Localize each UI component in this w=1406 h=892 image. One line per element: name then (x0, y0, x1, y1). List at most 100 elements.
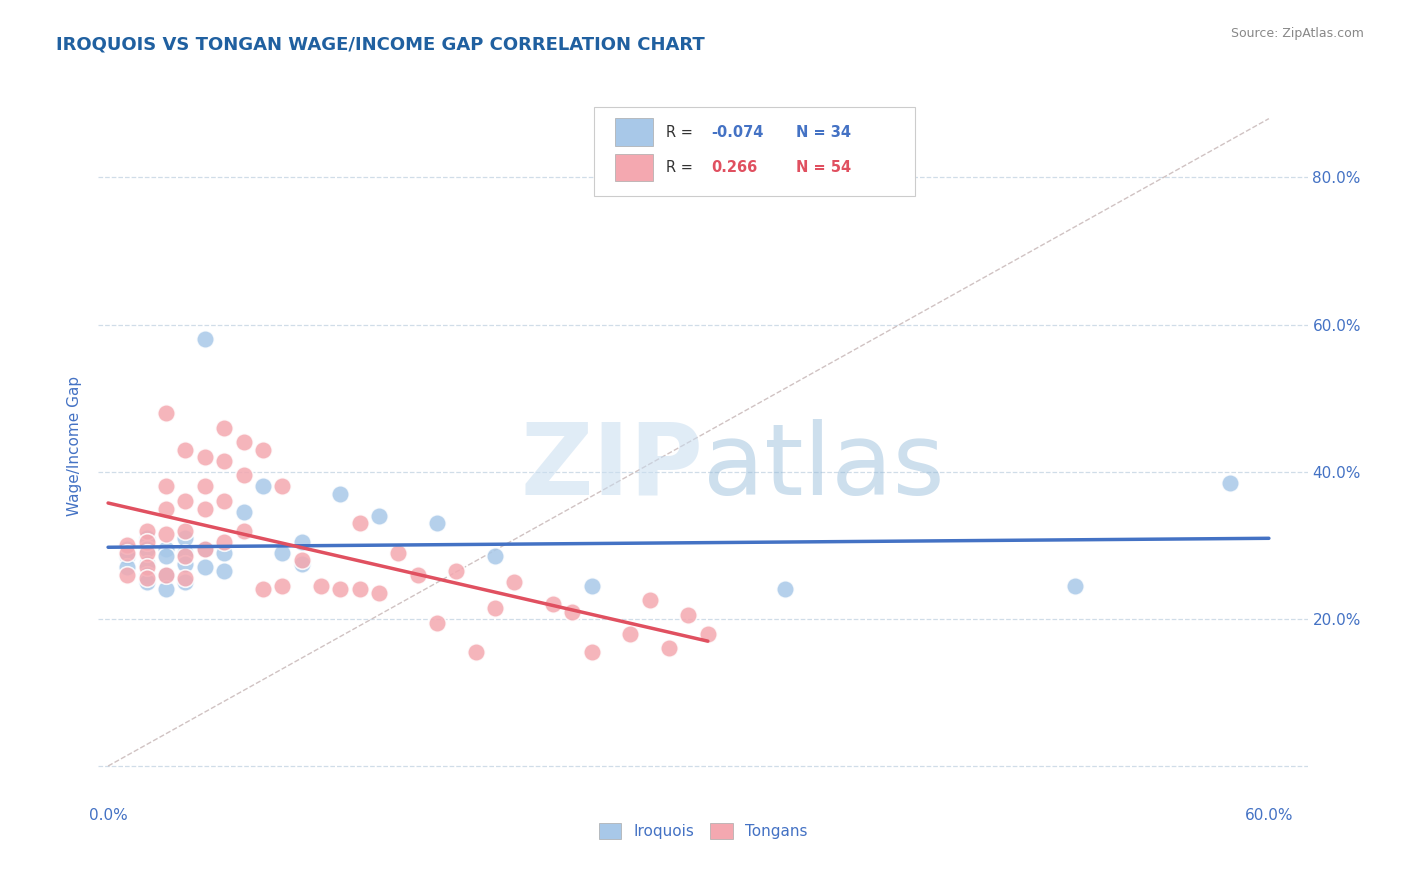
Point (174, 531, 197, 545)
Point (194, 332, 217, 346)
Point (155, 567, 177, 582)
Point (174, 546, 197, 560)
Point (135, 575, 157, 590)
Point (1064, 579, 1087, 593)
Point (155, 527, 177, 541)
Point (174, 571, 197, 585)
Point (426, 615, 449, 630)
Text: -0.074: -0.074 (711, 125, 763, 139)
Point (232, 435, 254, 450)
Point (212, 564, 235, 578)
Point (368, 508, 391, 523)
Point (135, 560, 157, 574)
Point (1219, 475, 1241, 490)
Point (174, 557, 197, 571)
Point (212, 494, 235, 508)
Point (155, 549, 177, 564)
Point (252, 442, 274, 457)
Point (135, 531, 157, 545)
Point (212, 546, 235, 560)
Point (194, 479, 217, 493)
Point (406, 567, 429, 582)
Point (638, 593, 661, 607)
Point (135, 534, 157, 549)
Point (212, 534, 235, 549)
Point (252, 479, 274, 493)
Point (232, 505, 254, 519)
Point (387, 546, 409, 560)
Point (581, 579, 603, 593)
Point (155, 582, 177, 597)
Point (329, 582, 352, 597)
Point (271, 479, 294, 493)
Point (135, 541, 157, 556)
Point (271, 546, 294, 560)
Point (464, 645, 486, 659)
Point (212, 453, 235, 467)
Text: atlas: atlas (703, 419, 945, 516)
Point (678, 608, 700, 623)
Point (117, 546, 139, 560)
FancyBboxPatch shape (614, 119, 654, 145)
Point (117, 541, 139, 556)
Text: 0.266: 0.266 (711, 161, 758, 175)
Point (232, 524, 254, 538)
Point (368, 586, 391, 600)
FancyBboxPatch shape (595, 107, 915, 196)
Point (349, 516, 371, 531)
Point (174, 494, 197, 508)
Point (194, 541, 217, 556)
Point (174, 575, 197, 590)
Point (174, 442, 197, 457)
Point (290, 557, 312, 571)
Point (135, 567, 157, 582)
Point (696, 626, 718, 640)
Text: N = 54: N = 54 (796, 161, 851, 175)
Point (773, 582, 796, 597)
Point (446, 564, 468, 578)
Legend: Iroquois, Tongans: Iroquois, Tongans (592, 817, 814, 845)
Text: R =: R = (665, 125, 697, 139)
Y-axis label: Wage/Income Gap: Wage/Income Gap (67, 376, 83, 516)
Point (503, 575, 526, 590)
Point (174, 549, 197, 564)
Point (290, 553, 312, 567)
Point (155, 479, 177, 493)
Point (194, 541, 217, 556)
Point (561, 605, 583, 619)
Text: IROQUOIS VS TONGAN WAGE/INCOME GAP CORRELATION CHART: IROQUOIS VS TONGAN WAGE/INCOME GAP CORRE… (56, 36, 704, 54)
Text: Source: ZipAtlas.com: Source: ZipAtlas.com (1230, 27, 1364, 40)
Point (541, 597, 564, 611)
Point (174, 524, 197, 538)
Point (232, 468, 254, 483)
Text: N = 34: N = 34 (796, 125, 851, 139)
Point (194, 560, 217, 574)
Point (117, 560, 139, 574)
Point (329, 487, 352, 501)
Point (155, 501, 177, 516)
Point (349, 582, 371, 597)
Point (135, 546, 157, 560)
Point (117, 567, 139, 582)
Point (135, 524, 157, 538)
Point (135, 571, 157, 585)
Point (484, 549, 506, 564)
Point (117, 549, 139, 564)
Point (484, 600, 506, 615)
Point (155, 567, 177, 582)
Point (581, 645, 603, 659)
Point (155, 541, 177, 556)
Point (290, 534, 312, 549)
Point (426, 516, 449, 531)
Point (658, 641, 681, 656)
Point (194, 450, 217, 464)
Point (619, 626, 641, 640)
Point (309, 579, 332, 593)
Point (194, 501, 217, 516)
Text: R =: R = (665, 161, 702, 175)
Point (252, 582, 274, 597)
Text: ZIP: ZIP (520, 419, 703, 516)
Point (212, 420, 235, 434)
Point (155, 406, 177, 420)
FancyBboxPatch shape (614, 154, 654, 181)
